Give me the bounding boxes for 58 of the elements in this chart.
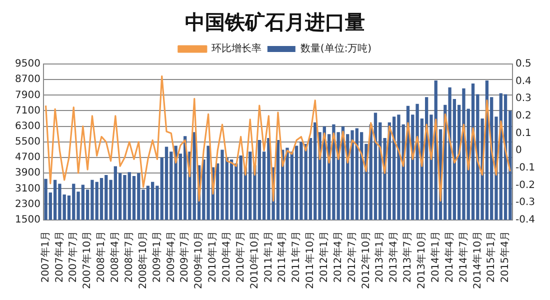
y2-tick-label: -0.2 xyxy=(515,180,536,191)
y-tick-label: 1500 xyxy=(14,214,40,226)
x-tick-label: 2013年4月 xyxy=(388,230,400,283)
x-tick-label: 2008年7月 xyxy=(122,230,135,283)
x-tick-label: 2009年10月 xyxy=(192,230,205,290)
x-tick-label: 2013年1月 xyxy=(374,230,386,283)
x-tick-label: 2008年1月 xyxy=(95,230,108,283)
x-tick-label: 2013年10月 xyxy=(416,230,428,290)
x-tick-label: 2007年1月 xyxy=(39,230,52,283)
y2-tick-label: 0.2 xyxy=(515,110,532,122)
x-tick-label: 2007年10月 xyxy=(81,230,94,290)
y2-tick-label: 0 xyxy=(515,145,522,156)
x-tick-label: 2011年10月 xyxy=(304,230,316,290)
y2-tick-label: 0.1 xyxy=(515,128,532,139)
x-tick-label: 2007年7月 xyxy=(67,230,80,283)
y-tick-label: 2300 xyxy=(14,198,40,210)
x-tick-label: 2012年7月 xyxy=(346,230,358,283)
y2-tick-label: -0.1 xyxy=(515,162,536,174)
y-tick-label: 5500 xyxy=(14,136,40,148)
legend-label: 数量(单位:万吨) xyxy=(300,42,372,55)
chart-title: 中国铁矿石月进口量 xyxy=(185,10,365,34)
y-tick-label: 6300 xyxy=(14,120,40,132)
y-tick-label: 3900 xyxy=(14,168,40,179)
y2-tick-label: 0.4 xyxy=(515,76,532,87)
x-tick-label: 2009年1月 xyxy=(150,230,163,283)
x-tick-label: 2009年7月 xyxy=(178,230,191,283)
y-tick-label: 3100 xyxy=(14,183,40,194)
x-tick-label: 2009年4月 xyxy=(164,230,177,283)
x-tick-label: 2012年10月 xyxy=(360,230,372,290)
x-tick-label: 2011年1月 xyxy=(262,230,274,283)
x-tick-label: 2008年4月 xyxy=(109,230,122,283)
y2-tick-label: 0.3 xyxy=(515,93,532,104)
x-tick-label: 2010年10月 xyxy=(248,230,260,290)
x-tick-label: 2014年7月 xyxy=(457,230,470,283)
y2-tick-label: -0.3 xyxy=(515,197,536,208)
y-tick-label: 7100 xyxy=(14,105,40,116)
x-tick-label: 2010年4月 xyxy=(220,230,232,283)
x-tick-label: 2014年1月 xyxy=(429,230,442,283)
x-tick-label: 2015年1月 xyxy=(485,230,498,283)
x-tick-label: 2013年7月 xyxy=(402,230,414,283)
x-tick-label: 2008年10月 xyxy=(136,230,149,290)
x-tick-label: 2010年1月 xyxy=(206,230,219,283)
legend-label: 环比增长率 xyxy=(211,42,262,55)
x-tick-label: 2010年7月 xyxy=(234,230,246,283)
x-tick-label: 2011年7月 xyxy=(290,230,302,283)
x-tick-label: 2014年10月 xyxy=(471,230,484,290)
x-tick-label: 2007年4月 xyxy=(53,230,66,283)
y-tick-label: 8700 xyxy=(14,74,40,86)
x-tick-label: 2012年4月 xyxy=(332,230,344,283)
x-tick-label: 2011年4月 xyxy=(276,230,288,283)
y-tick-label: 4700 xyxy=(14,152,40,164)
y-tick-label: 9500 xyxy=(14,58,40,70)
y2-tick-label: 0.5 xyxy=(515,58,532,70)
x-tick-label: 2014年4月 xyxy=(443,230,456,283)
x-tick-label: 2012年1月 xyxy=(318,230,330,283)
x-tick-label: 2015年4月 xyxy=(499,230,512,283)
y2-tick-label: -0.4 xyxy=(515,214,536,226)
y-tick-label: 7900 xyxy=(14,90,40,101)
